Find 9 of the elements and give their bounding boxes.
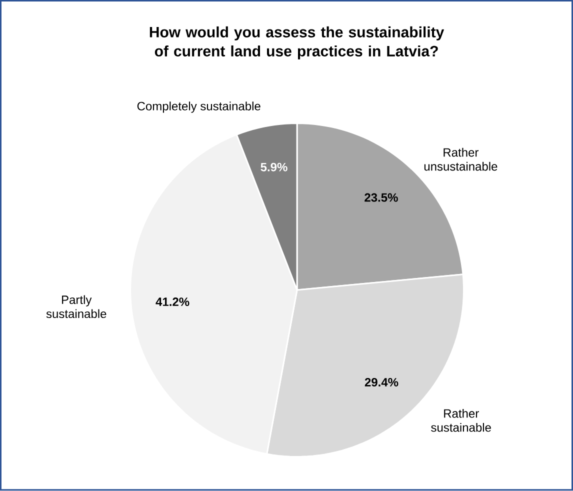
data-label: 29.4% bbox=[364, 378, 398, 387]
data-label: 23.5% bbox=[364, 193, 398, 202]
data-label: 5.9% bbox=[260, 163, 288, 172]
slice-label: Rather sustainable bbox=[431, 409, 491, 432]
slice-label: Partly sustainable bbox=[46, 295, 106, 318]
slice-label: Rather unsustainable bbox=[424, 148, 498, 171]
chart-title: How would you assess the sustainability of current land use practices in Latvia? bbox=[150, 26, 444, 60]
data-label: 41.2% bbox=[156, 298, 190, 306]
slice-label: Completely sustainable bbox=[137, 102, 260, 113]
